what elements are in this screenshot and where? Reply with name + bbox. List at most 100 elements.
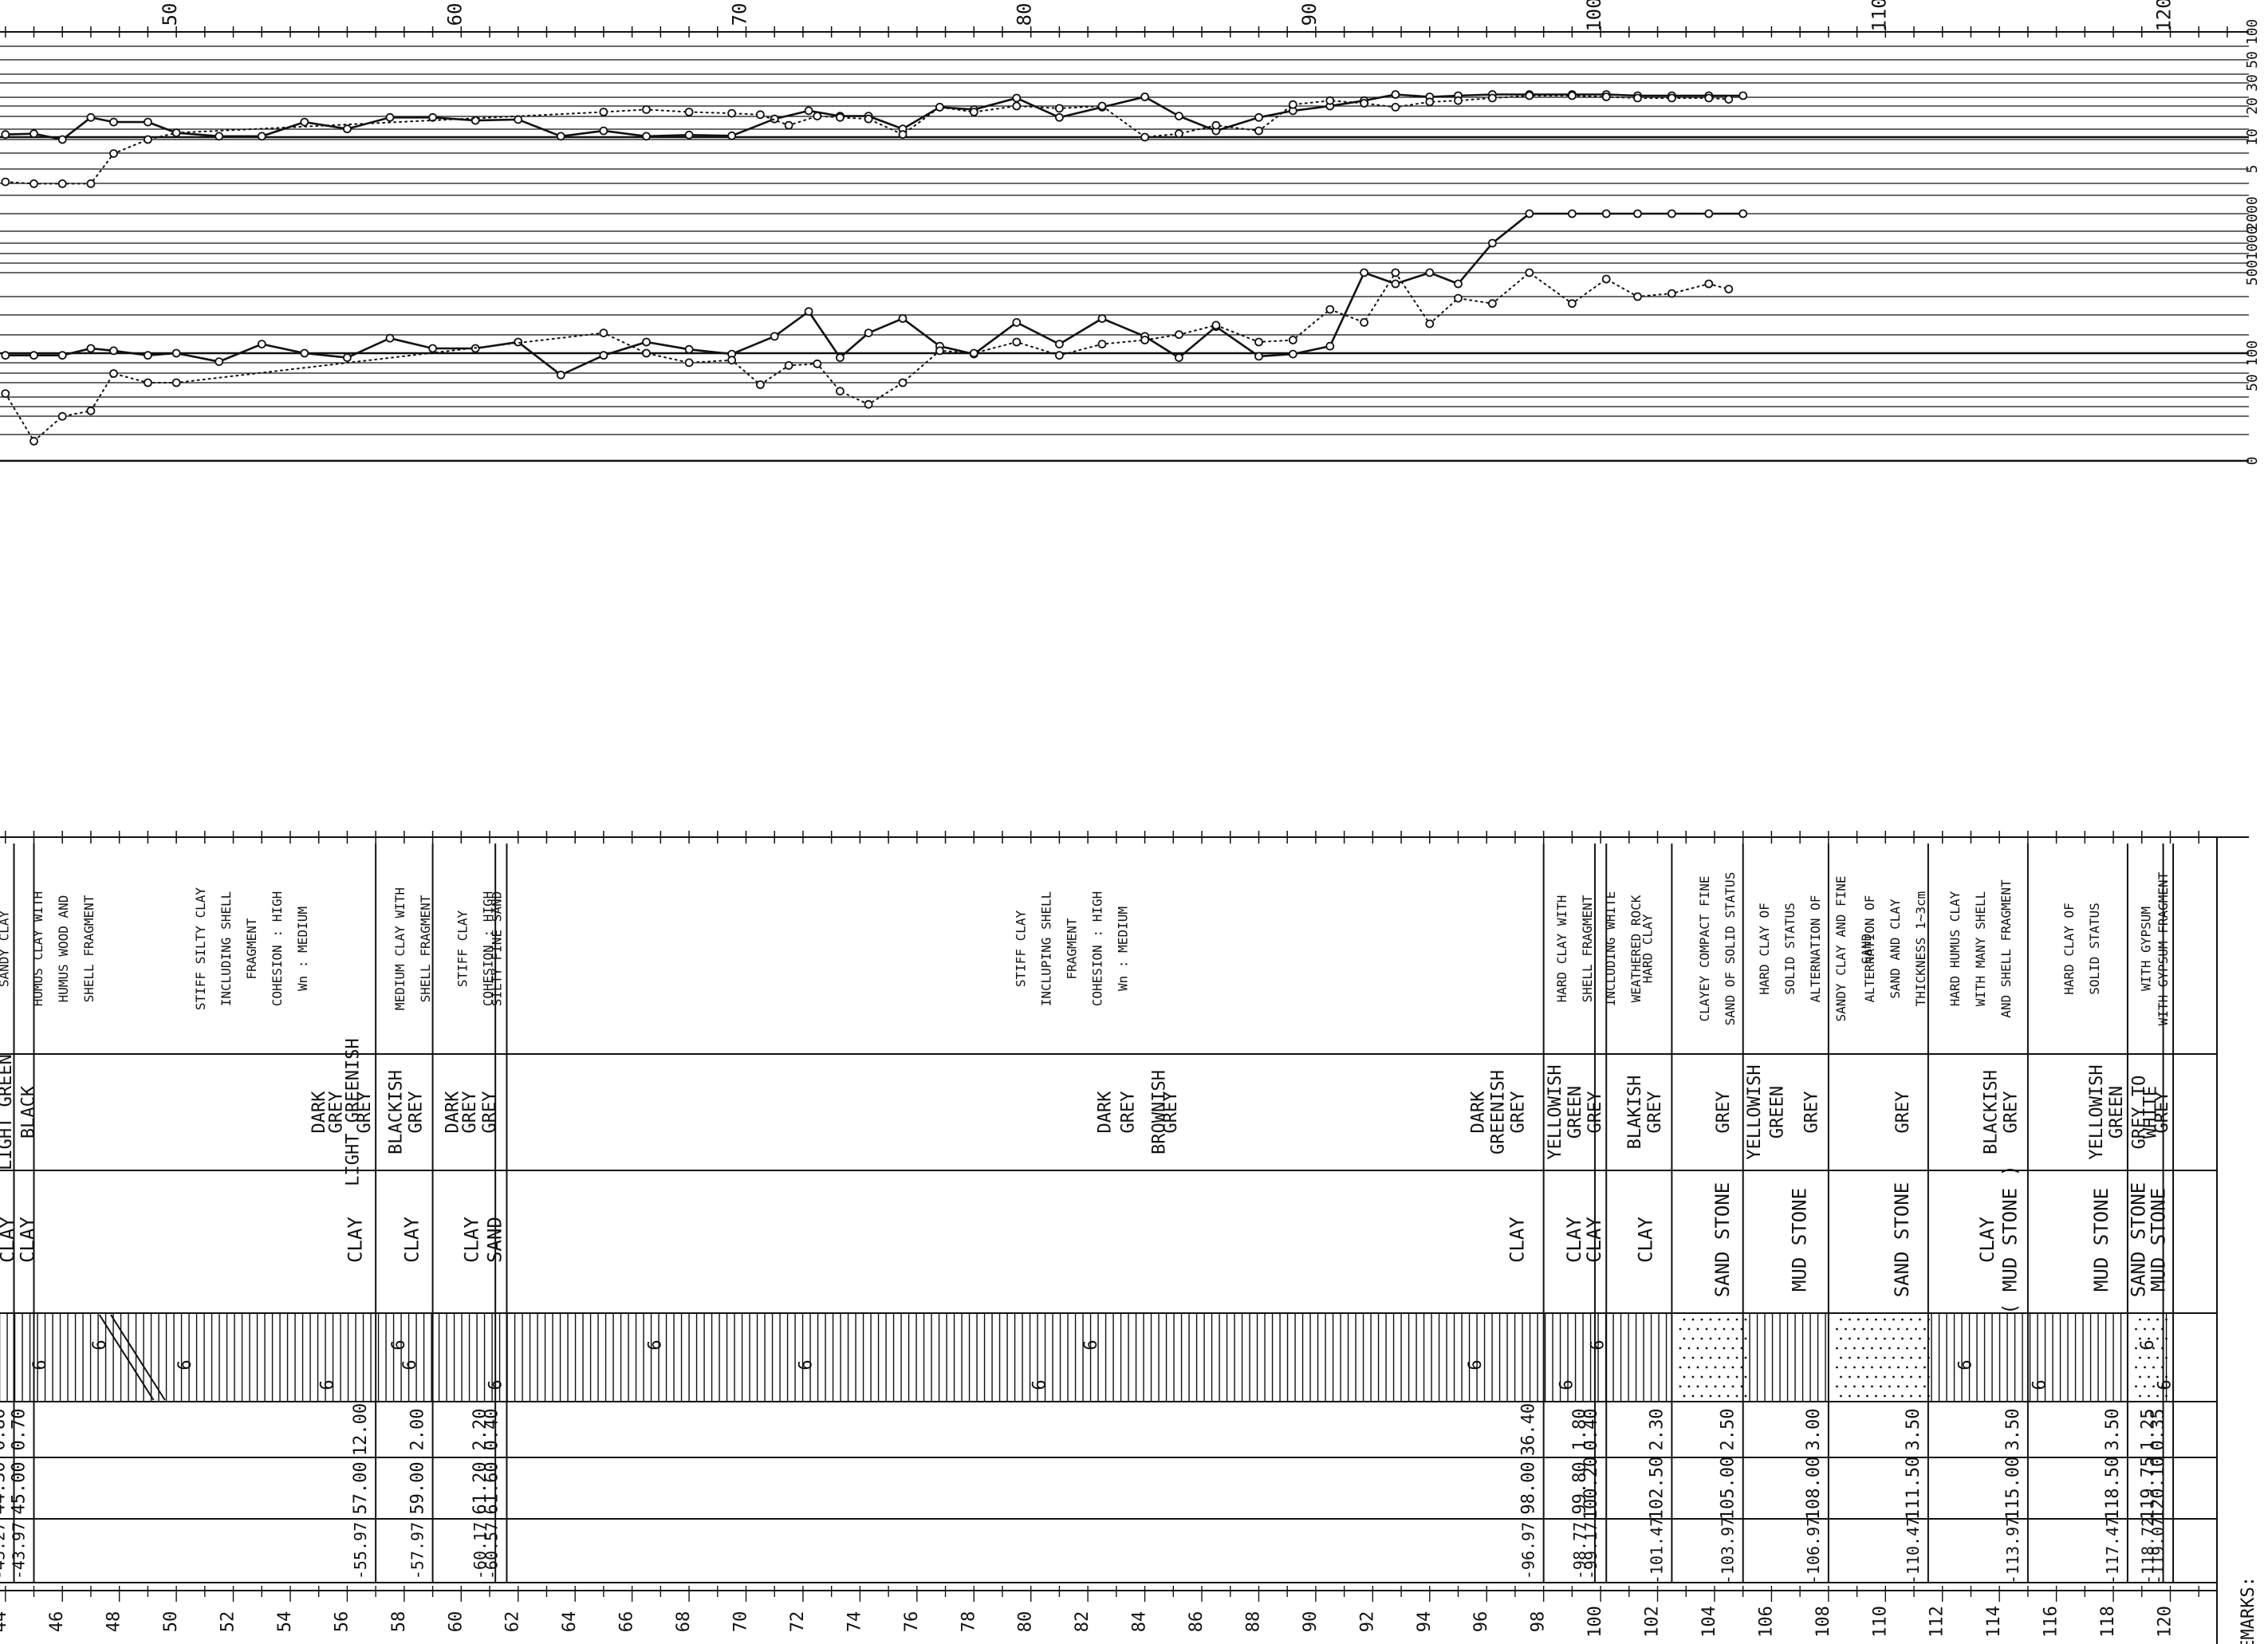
data-point-dotted xyxy=(1175,129,1183,139)
sand-dot xyxy=(1744,1375,1747,1379)
data-point-dotted xyxy=(1097,101,1107,111)
data-point-dotted xyxy=(898,130,908,140)
sand-dot xyxy=(1853,1385,1856,1388)
stratum-description: INCLUPING SHELL xyxy=(1039,891,1054,1007)
top-scale-label: 50 xyxy=(159,3,181,26)
sand-dot xyxy=(1845,1327,1847,1331)
sand-dot xyxy=(1840,1337,1842,1340)
stratum-description: WEATHERED ROCK xyxy=(1628,895,1644,1002)
data-point-solid xyxy=(215,132,224,141)
depth-axis-label: 58 xyxy=(389,1611,409,1633)
data-point-solid xyxy=(1454,279,1463,289)
sand-dot xyxy=(2165,1356,2168,1359)
sand-dot xyxy=(2135,1366,2137,1369)
sand-dot xyxy=(1866,1394,1868,1398)
depth-value: 108.00 xyxy=(1804,1457,1824,1520)
sand-dot xyxy=(1718,1318,1721,1321)
sand-dot xyxy=(2152,1347,2155,1350)
data-point-solid xyxy=(1667,209,1676,218)
sand-dot xyxy=(1857,1375,1860,1379)
column-symbol: 6 xyxy=(318,1379,338,1390)
sand-dot xyxy=(1875,1337,1877,1340)
colour-name: GREY xyxy=(1585,1091,1605,1134)
top-scale-label: 90 xyxy=(1298,3,1321,26)
depth-axis-label: 114 xyxy=(1984,1606,2004,1638)
series-line-solid xyxy=(4,212,1744,376)
sand-dot xyxy=(1740,1347,1743,1350)
data-point-solid xyxy=(556,132,565,141)
data-point-dotted xyxy=(864,399,873,409)
sand-dot xyxy=(1919,1356,1921,1359)
sand-dot xyxy=(1875,1394,1877,1398)
depth-axis-label: 110 xyxy=(1870,1606,1890,1638)
data-point-dotted xyxy=(86,179,96,188)
sand-dot xyxy=(2156,1375,2159,1379)
colour-name: GREY xyxy=(1509,1091,1529,1134)
data-point-dotted xyxy=(684,358,694,368)
elevation-value: -101.47 xyxy=(1647,1517,1666,1584)
data-point-solid xyxy=(109,346,118,356)
sand-dot xyxy=(1927,1337,1930,1340)
sand-dot xyxy=(1927,1356,1930,1359)
sand-dot xyxy=(1901,1394,1904,1398)
stratum-description: STIFF CLAY xyxy=(455,910,470,987)
thickness-value: 2.30 xyxy=(1647,1409,1667,1451)
sand-dot xyxy=(1915,1385,1917,1388)
depth-axis-label: 82 xyxy=(1073,1611,1093,1633)
elevation-value: -113.97 xyxy=(2003,1517,2022,1584)
sand-dot xyxy=(1910,1337,1912,1340)
sand-dot xyxy=(1880,1385,1882,1388)
elevation-value: -117.47 xyxy=(2103,1517,2122,1584)
data-point-solid xyxy=(342,353,352,363)
soil-name: CLAY xyxy=(0,1217,18,1263)
sand-dot xyxy=(1691,1337,1695,1340)
sand-dot xyxy=(1731,1347,1734,1350)
sand-dot xyxy=(1705,1385,1708,1388)
sand-dot xyxy=(1906,1366,1908,1369)
sand-dot xyxy=(1849,1318,1851,1321)
right-axis-label: 50 xyxy=(2244,51,2261,69)
stratum-description: AND SHELL FRAGMENT xyxy=(1998,879,2014,1018)
data-point-dotted xyxy=(1055,351,1064,360)
sand-dot xyxy=(1731,1385,1734,1388)
soil-name: SAND STONE xyxy=(1891,1182,1913,1298)
sand-dot xyxy=(1714,1366,1717,1369)
sand-dot xyxy=(2156,1394,2159,1398)
data-point-dotted xyxy=(864,114,873,124)
depth-axis-label: 108 xyxy=(1813,1606,1833,1638)
sand-dot xyxy=(1687,1347,1691,1350)
stratum-description: HUMUS CLAY WITH xyxy=(30,891,45,1007)
elevation-value: -118.72 xyxy=(2139,1517,2158,1584)
sand-dot xyxy=(1923,1327,1926,1331)
data-point-dotted xyxy=(1704,279,1714,289)
soil-name: SAND xyxy=(483,1217,506,1263)
data-point-dotted xyxy=(935,346,944,356)
sand-dot xyxy=(1845,1366,1847,1369)
strata-table-layer: 6666666666666666660.8044.30-43.270.7045.… xyxy=(0,831,2249,1644)
data-point-dotted xyxy=(1704,93,1714,103)
data-point-solid xyxy=(1391,279,1400,289)
stratum-description: HARD HUMUS CLAY xyxy=(1947,891,1963,1006)
column-symbol: 6 xyxy=(1030,1379,1050,1390)
data-point-dotted xyxy=(642,348,651,358)
thickness-value: 2.20 xyxy=(471,1409,490,1451)
data-point-dotted xyxy=(836,387,845,396)
data-point-dotted xyxy=(1425,319,1435,328)
sand-dot xyxy=(1727,1318,1730,1321)
colour-name: GREY xyxy=(1645,1091,1665,1134)
data-point-dotted xyxy=(1633,93,1642,103)
colour-name: DARK xyxy=(1469,1091,1489,1134)
depth-value: 120.10 xyxy=(2148,1457,2168,1520)
sand-dot xyxy=(1857,1337,1860,1340)
depth-axis-label: 46 xyxy=(47,1611,67,1633)
sand-dot xyxy=(1906,1327,1908,1331)
sand-dot xyxy=(1740,1327,1743,1331)
sand-dot xyxy=(1735,1318,1738,1321)
data-point-solid xyxy=(864,328,873,338)
sand-dot xyxy=(1727,1375,1730,1379)
sand-dot xyxy=(1845,1347,1847,1350)
data-point-dotted xyxy=(969,348,978,358)
sand-dot xyxy=(1727,1394,1730,1398)
data-point-dotted xyxy=(1568,91,1577,100)
